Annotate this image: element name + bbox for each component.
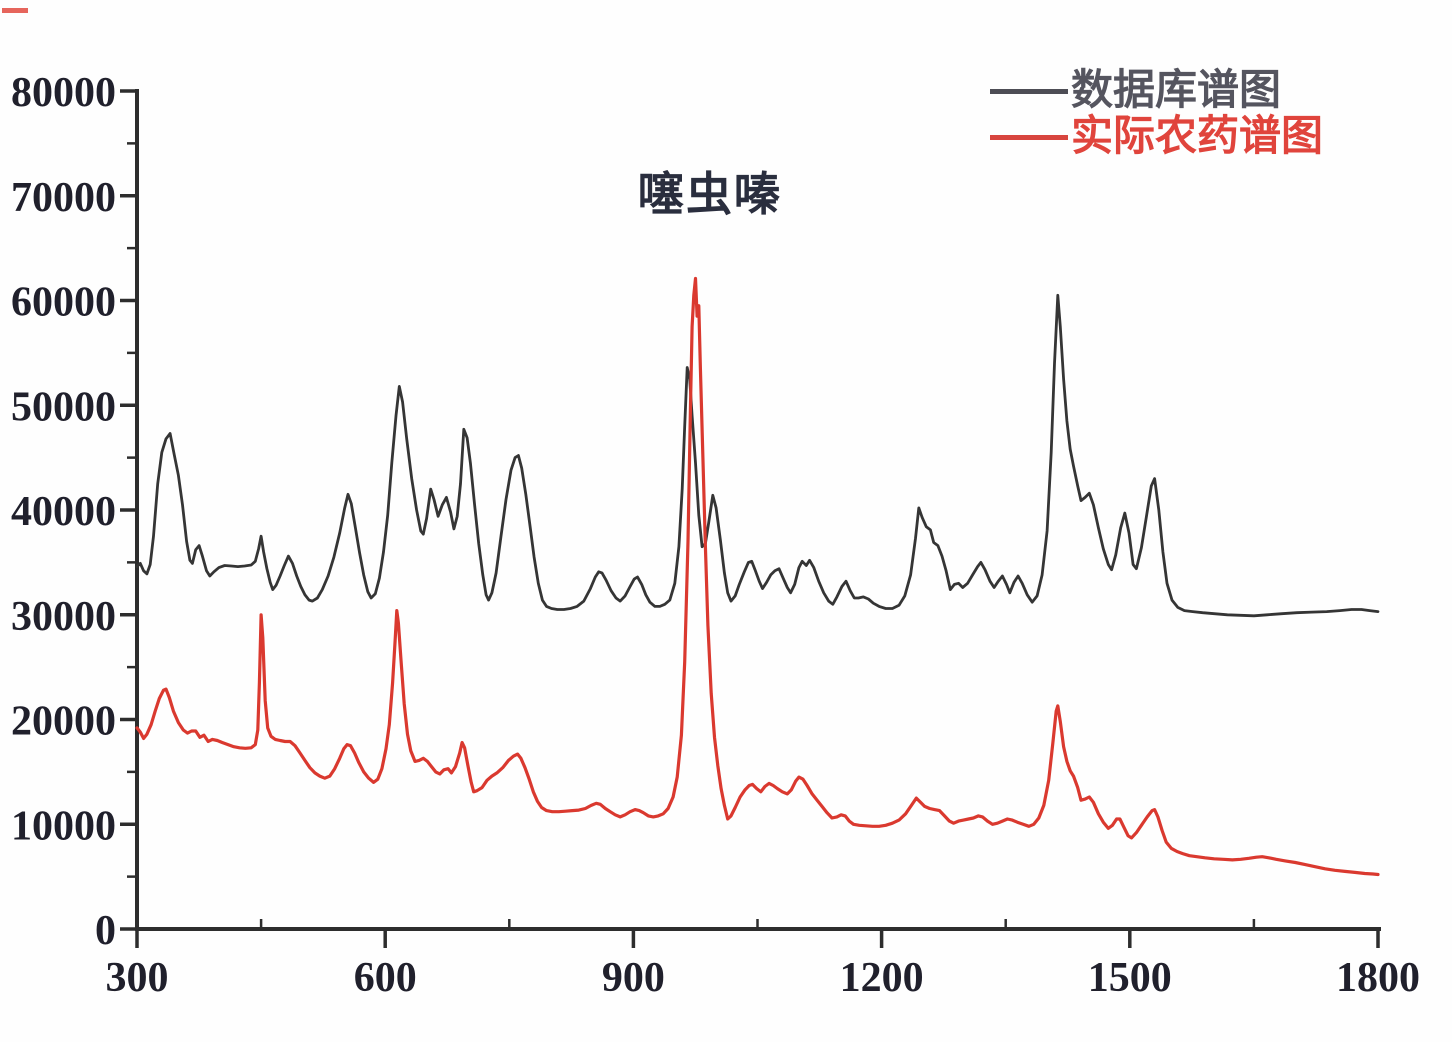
x-axis-tick-label: 600 — [354, 955, 417, 1001]
y-axis-tick-label: 10000 — [11, 803, 116, 849]
y-axis-tick-label: 50000 — [11, 384, 116, 430]
y-axis-tick-label: 70000 — [11, 175, 116, 221]
legend-item-pesticide: 实际农药谱图 — [990, 114, 1323, 160]
legend-line-database — [990, 88, 1068, 94]
x-axis-tick-label: 1200 — [840, 955, 924, 1001]
legend-line-pesticide — [990, 134, 1068, 140]
x-axis-tick-label: 300 — [106, 955, 169, 1001]
scan-artifact-mark — [2, 8, 28, 13]
x-axis-tick-label: 1800 — [1336, 955, 1420, 1001]
x-axis-tick-label: 900 — [602, 955, 665, 1001]
series-database-line — [135, 293, 1380, 618]
y-axis-tick-label: 60000 — [11, 280, 116, 326]
legend-label-pesticide: 实际农药谱图 — [1071, 114, 1324, 160]
series-pesticide-line — [135, 276, 1380, 877]
legend-label-database: 数据库谱图 — [1071, 68, 1282, 114]
y-axis-tick-label: 0 — [95, 908, 116, 954]
legend-item-database: 数据库谱图 — [990, 68, 1323, 114]
y-axis-tick-label: 80000 — [11, 70, 116, 116]
y-axis-tick-label: 30000 — [11, 594, 116, 640]
legend: 数据库谱图 实际农药谱图 — [990, 68, 1323, 160]
x-axis-tick-label: 1500 — [1088, 955, 1172, 1001]
y-axis-tick-label: 40000 — [11, 489, 116, 535]
chart-title: 噻虫嗪 — [638, 169, 782, 220]
y-axis-tick-label: 20000 — [11, 699, 116, 745]
